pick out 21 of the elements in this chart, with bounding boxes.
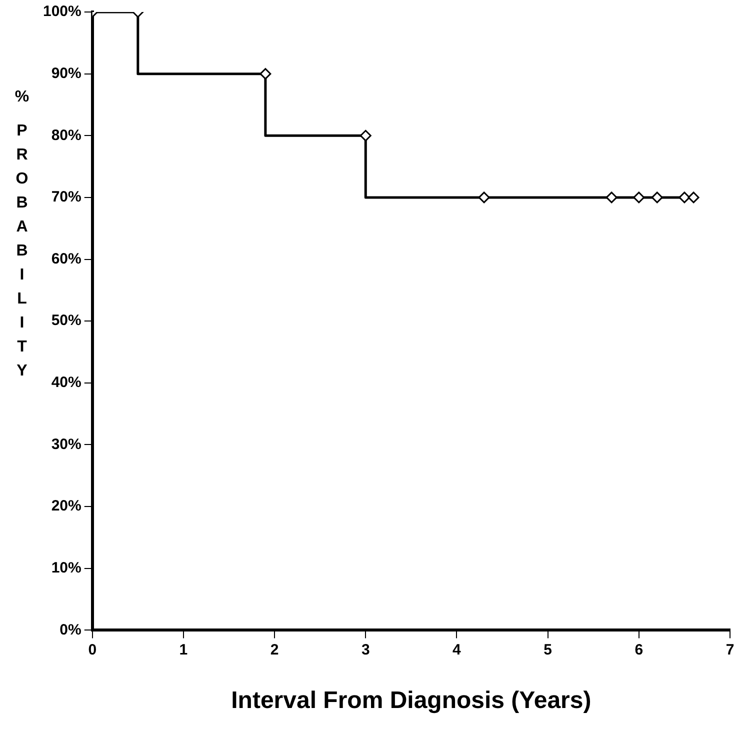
x-tick-label: 5: [544, 641, 552, 658]
y-tick-label: 60%: [51, 250, 82, 268]
y-tick-label: 100%: [42, 3, 82, 20]
x-tick-label: 3: [361, 641, 370, 658]
x-tick-label: 1: [179, 641, 188, 658]
y-tick-label: 20%: [51, 498, 82, 515]
y-tick-label: 70%: [51, 188, 82, 206]
y-tick-label: 80%: [51, 126, 82, 144]
y-tick-label: 0%: [60, 621, 82, 638]
y-tick-label: 40%: [51, 374, 82, 392]
x-tick-label: 2: [270, 641, 279, 658]
y-tick-label: 50%: [51, 312, 82, 330]
y-tick-label: 90%: [51, 64, 82, 82]
x-tick-label: 0: [88, 641, 97, 658]
x-tick-label: 4: [452, 641, 462, 658]
x-axis-title: Interval From Diagnosis (Years): [231, 687, 592, 714]
x-tick-label: 7: [726, 641, 734, 658]
y-tick-label: 30%: [51, 436, 82, 453]
y-tick-label: 10%: [51, 560, 82, 577]
x-tick-label: 6: [634, 641, 644, 658]
text: % PROBABILITY: [14, 88, 30, 380]
